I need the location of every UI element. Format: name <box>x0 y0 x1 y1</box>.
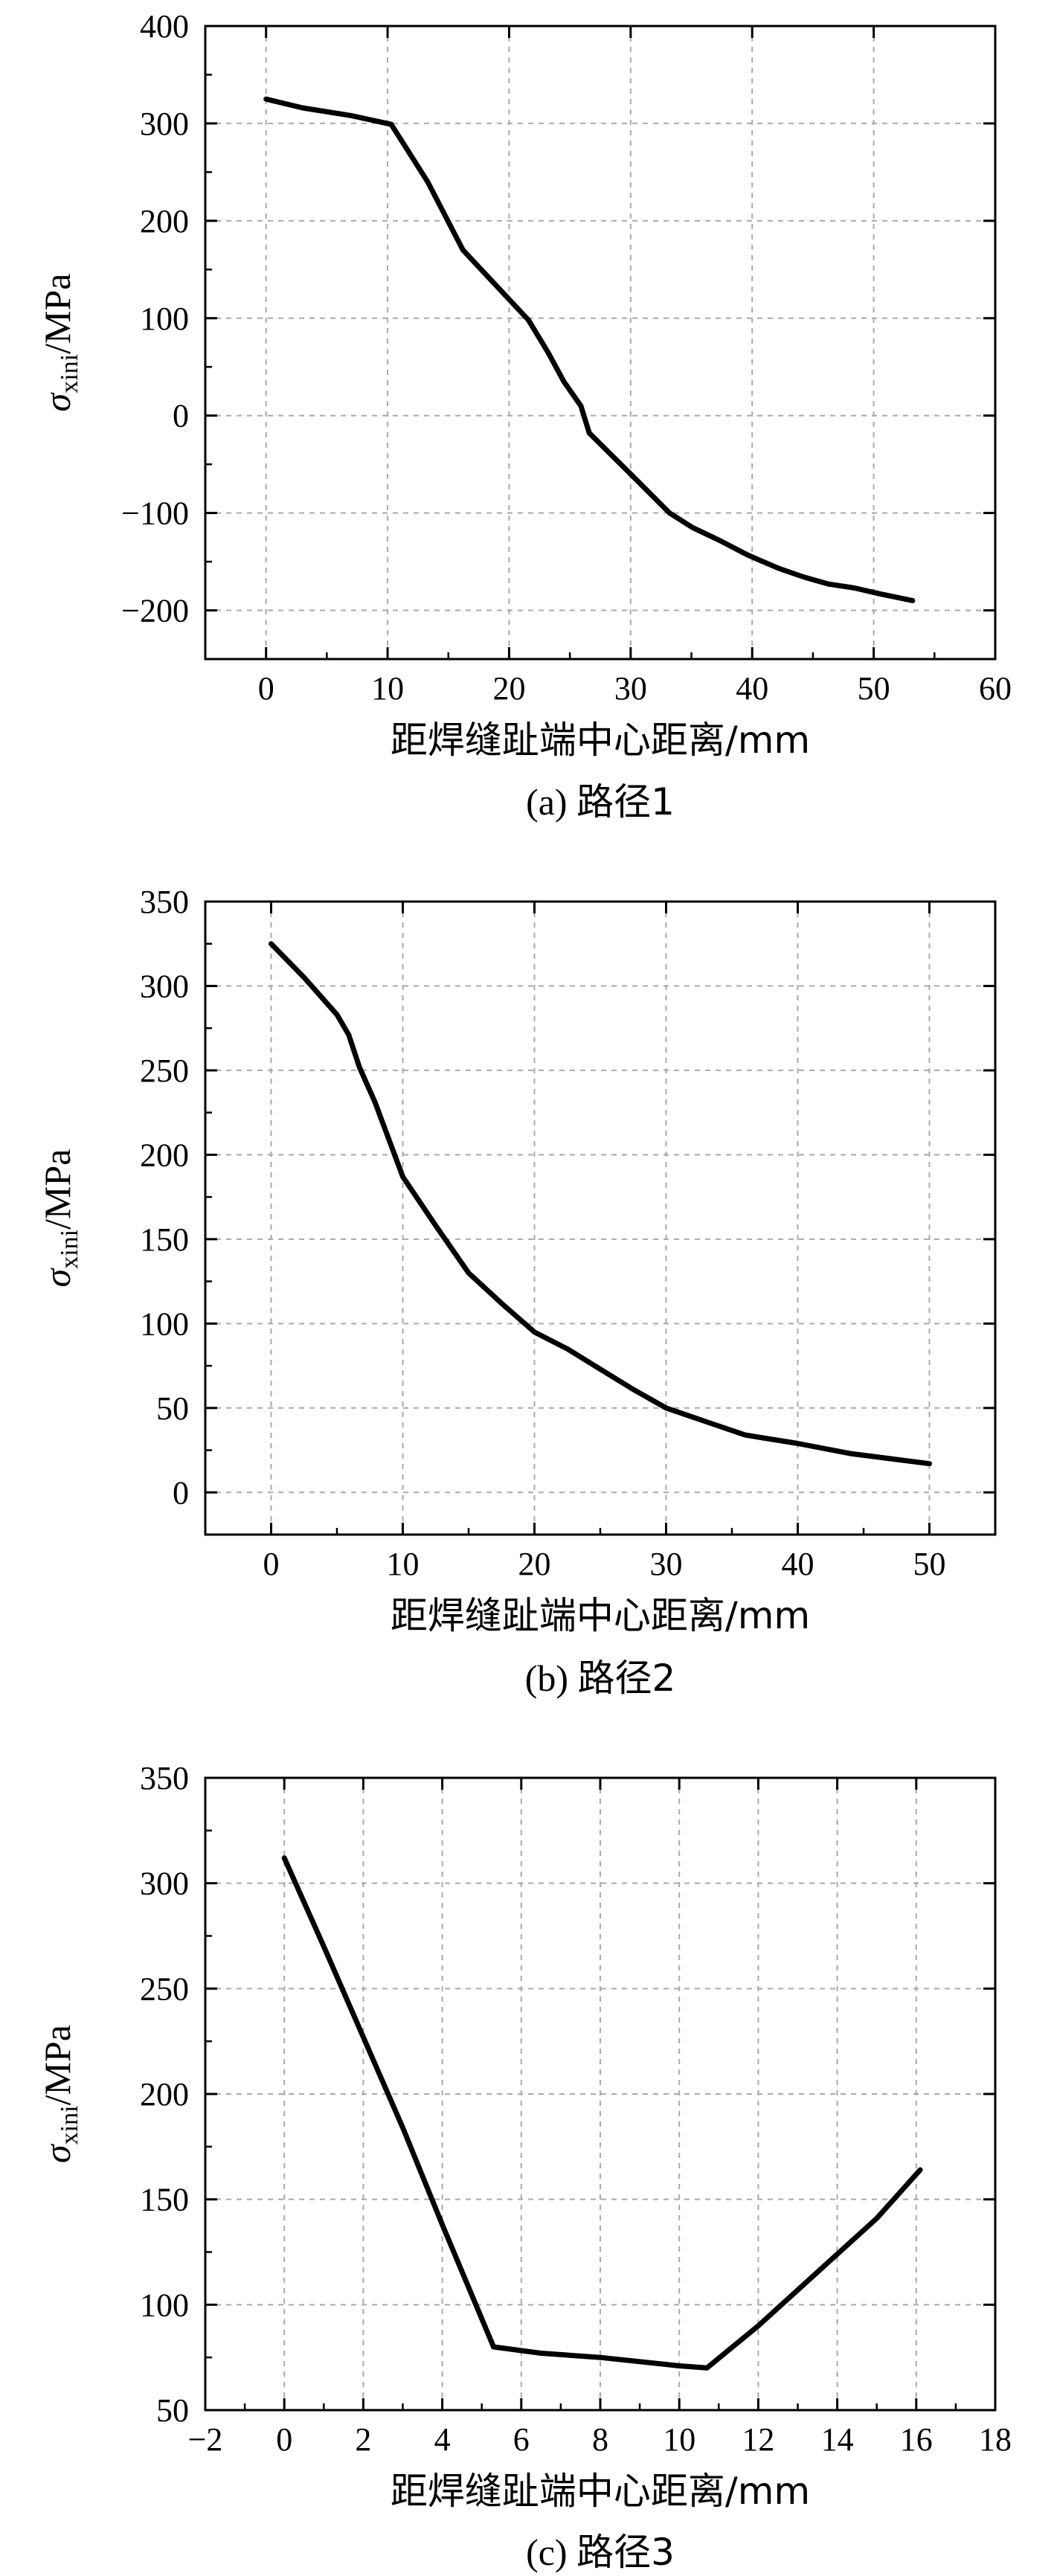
y-axis-label-unit: /MPa <box>36 2025 78 2105</box>
x-tick-label: 2 <box>355 2421 371 2458</box>
x-tick-label: 10 <box>387 1546 420 1582</box>
panel-caption-prefix: (a) <box>526 781 576 823</box>
x-tick-label: 10 <box>371 670 404 707</box>
y-axis-label-subscript: xini <box>56 1230 83 1269</box>
y-axis-label-unit: /MPa <box>36 274 78 354</box>
panel-caption-text: 路径3 <box>576 2531 675 2574</box>
y-tick-label: 100 <box>140 1305 189 1342</box>
y-axis-label: σxini/MPa <box>36 274 83 412</box>
x-tick-label: 0 <box>276 2421 292 2458</box>
x-axis-label: 距焊缝趾端中心距离/mm <box>391 719 810 762</box>
y-tick-label: 400 <box>140 8 189 45</box>
y-axis-label-symbol: σ <box>36 391 78 411</box>
y-tick-label: 300 <box>140 968 189 1004</box>
panel-caption: (b) 路径2 <box>525 1657 676 1700</box>
y-axis-label-symbol: σ <box>36 2143 78 2163</box>
y-tick-label: 50 <box>156 2392 189 2429</box>
y-tick-label: 250 <box>140 1053 189 1089</box>
panel-caption-prefix: (c) <box>526 2531 576 2573</box>
y-tick-label: 250 <box>140 1970 189 2007</box>
y-axis-label-subscript: xini <box>56 2105 83 2145</box>
y-axis-label-symbol: σ <box>36 1267 78 1287</box>
series-line <box>263 96 916 603</box>
series-line <box>269 941 932 1467</box>
x-tick-label: 40 <box>736 670 768 707</box>
x-axis-label: 距焊缝趾端中心距离/mm <box>391 1594 810 1637</box>
panel-caption-text: 路径1 <box>576 780 675 823</box>
y-axis-label-subscript: xini <box>56 354 83 394</box>
x-tick-label: 30 <box>650 1546 683 1582</box>
x-tick-label: 50 <box>913 1546 946 1582</box>
y-tick-label: 50 <box>156 1390 189 1427</box>
chart-panel-3: −2 0 2 4 6 8 10 12 14 16 18 50 100 150 200 250 300 350 距焊缝… <box>36 1760 1012 2574</box>
y-tick-label: 200 <box>140 203 189 240</box>
y-axis-label-unit: /MPa <box>36 1149 78 1230</box>
y-tick-label: 100 <box>140 2287 189 2323</box>
y-tick-label: 100 <box>140 301 189 337</box>
x-tick-label: 16 <box>900 2421 933 2458</box>
x-tick-label: 50 <box>858 670 890 707</box>
y-tick-label: 150 <box>140 1221 189 1258</box>
y-tick-label: 300 <box>140 106 189 142</box>
series-line <box>281 1855 923 2371</box>
x-tick-label: −2 <box>188 2421 223 2458</box>
y-tick-label: 200 <box>140 1137 189 1173</box>
panel-caption: (c) 路径3 <box>526 2531 675 2574</box>
x-tick-label: 20 <box>492 670 525 707</box>
y-axis-label: σxini/MPa <box>36 1149 83 1288</box>
panel-caption-prefix: (b) <box>525 1657 578 1699</box>
x-tick-label: 12 <box>742 2421 774 2458</box>
x-tick-label: 6 <box>513 2421 530 2458</box>
y-tick-label: 200 <box>140 2076 189 2113</box>
x-tick-label: 0 <box>263 1546 280 1582</box>
x-tick-label: 18 <box>979 2421 1012 2458</box>
y-tick-label: 350 <box>140 1760 189 1796</box>
panel-caption-text: 路径2 <box>578 1657 676 1700</box>
y-tick-label: 350 <box>140 884 189 920</box>
x-tick-label: 10 <box>663 2421 695 2458</box>
x-tick-label: 60 <box>979 670 1012 707</box>
y-tick-label: 300 <box>140 1866 189 1902</box>
y-tick-label: −100 <box>121 495 189 532</box>
x-tick-label: 14 <box>821 2421 854 2458</box>
y-tick-label: 0 <box>173 1474 189 1511</box>
plot-frame <box>204 25 997 661</box>
x-tick-label: 40 <box>782 1546 814 1582</box>
x-tick-label: 8 <box>592 2421 608 2458</box>
y-tick-label: 0 <box>173 398 189 434</box>
x-tick-label: 20 <box>518 1546 551 1582</box>
y-tick-label: 150 <box>140 2182 189 2218</box>
chart-panel-2: 0 10 20 30 40 50 0 50 100 150 200 250 300 350 距焊缝趾端中心距… <box>36 884 997 1700</box>
x-tick-label: 0 <box>258 670 274 707</box>
y-axis-label: σxini/MPa <box>36 2025 83 2163</box>
x-tick-label: 30 <box>614 670 647 707</box>
chart-panel-1: 0 10 20 30 40 50 60 −200 −100 0 100 200 300 400 距焊缝趾端中… <box>36 8 1012 823</box>
y-tick-label: −200 <box>121 593 189 629</box>
panel-caption: (a) 路径1 <box>526 780 675 823</box>
x-tick-label: 4 <box>434 2421 451 2458</box>
x-axis-label: 距焊缝趾端中心距离/mm <box>391 2470 810 2513</box>
